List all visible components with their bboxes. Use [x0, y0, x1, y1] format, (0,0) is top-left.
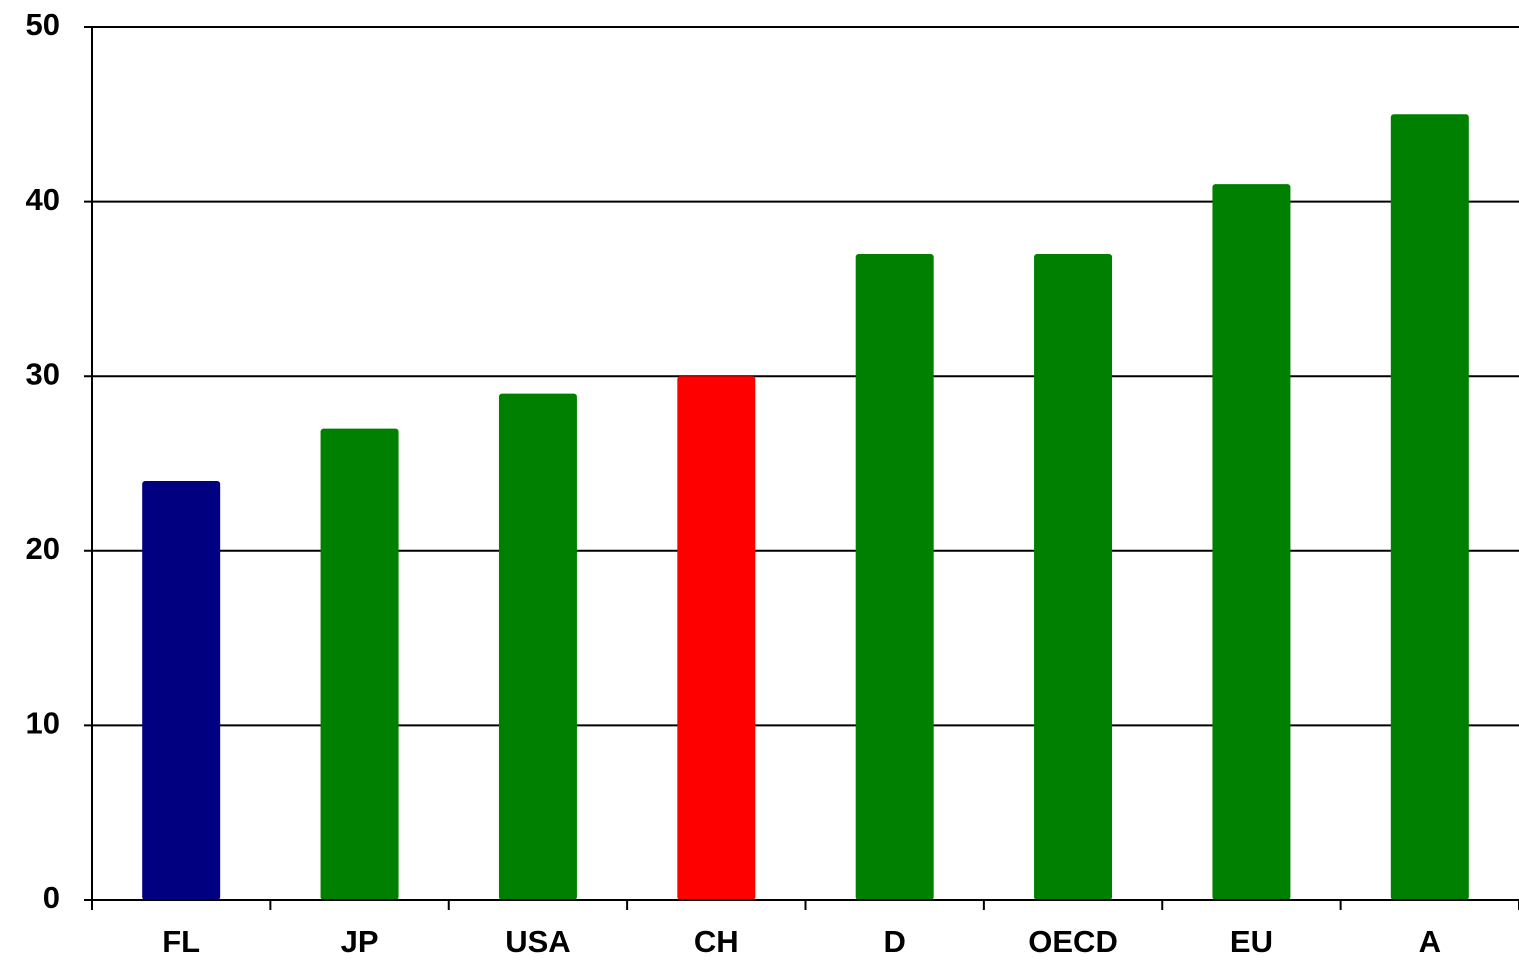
x-tick-label: EU [1230, 924, 1273, 959]
x-tick-label: CH [694, 924, 739, 959]
y-tick-label: 40 [26, 182, 60, 217]
bar [142, 480, 221, 900]
y-tick-label: 0 [43, 880, 60, 915]
bar [1034, 253, 1113, 901]
x-tick-label: D [883, 924, 905, 959]
bar [1212, 184, 1291, 900]
bar [677, 376, 756, 900]
bar [498, 393, 577, 900]
bar [320, 428, 399, 900]
y-tick-label: 30 [26, 356, 60, 391]
x-tick-label: OECD [1028, 924, 1118, 959]
x-tick-label: JP [341, 924, 379, 959]
y-tick-label: 20 [26, 531, 60, 566]
x-tick-label: A [1419, 924, 1441, 959]
y-tick-label: 50 [26, 7, 60, 42]
bar [855, 253, 934, 901]
bar [1390, 114, 1469, 901]
x-tick-label: FL [162, 924, 200, 959]
y-tick-label: 10 [26, 706, 60, 741]
x-tick-label: USA [505, 924, 570, 959]
